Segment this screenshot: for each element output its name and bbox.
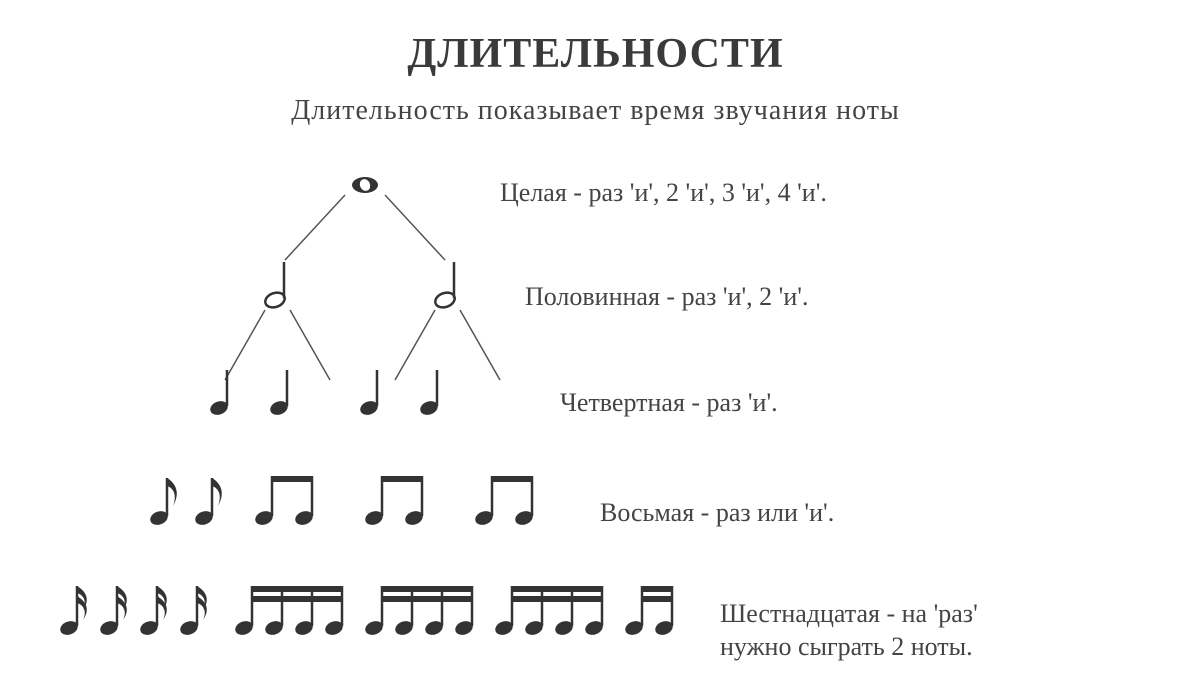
quarter-note-icon (420, 370, 444, 416)
sixteenth-note-icon (140, 586, 170, 636)
page-subtitle: Длительность показывает время звучания н… (0, 95, 1191, 127)
eighth-note-icon (195, 478, 225, 526)
page: ДЛИТЕЛЬНОСТИ Длительность показывает вре… (0, 0, 1191, 699)
eighth-beamed-group-icon (475, 476, 537, 526)
half-note-icon (435, 262, 461, 308)
sixteenth-beamed-group-icon (365, 586, 477, 636)
label-half: Половинная - раз 'и', 2 'и'. (525, 282, 808, 312)
label-quarter: Четвертная - раз 'и'. (560, 388, 778, 418)
label-eighth: Восьмая - раз или 'и'. (600, 498, 834, 528)
label-whole: Целая - раз 'и', 2 'и', 3 'и', 4 'и'. (500, 178, 827, 208)
page-title: ДЛИТЕЛЬНОСТИ (0, 30, 1191, 78)
quarter-note-icon (360, 370, 384, 416)
eighth-note-icon (150, 478, 180, 526)
sixteenth-note-icon (180, 586, 210, 636)
sixteenth-beamed-group-icon (235, 586, 347, 636)
eighth-beamed-group-icon (255, 476, 317, 526)
sixteenth-beamed-group-icon (625, 586, 677, 636)
sixteenth-note-icon (60, 586, 90, 636)
sixteenth-note-icon (100, 586, 130, 636)
label-sixteenth: Шестнадцатая - на 'раз'нужно сыграть 2 н… (720, 598, 978, 663)
note-duration-diagram: Целая - раз 'и', 2 'и', 3 'и', 4 'и'. По… (40, 150, 1151, 680)
sixteenth-beamed-group-icon (495, 586, 607, 636)
eighth-beamed-group-icon (365, 476, 427, 526)
whole-note-icon (350, 175, 380, 195)
half-note-icon (265, 262, 291, 308)
quarter-note-icon (210, 370, 234, 416)
quarter-note-icon (270, 370, 294, 416)
